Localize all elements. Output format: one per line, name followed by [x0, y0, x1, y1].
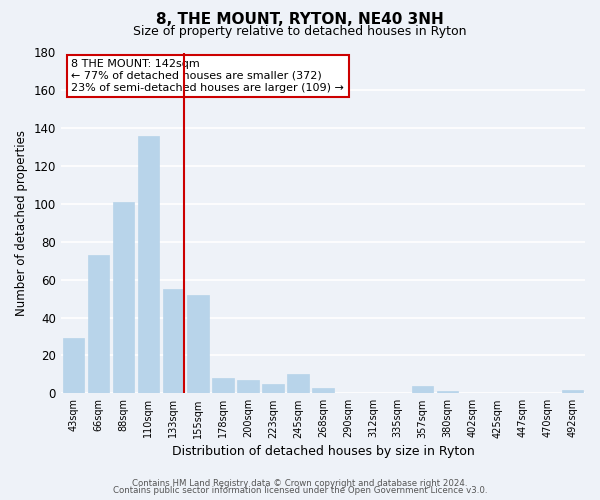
Y-axis label: Number of detached properties: Number of detached properties [15, 130, 28, 316]
Bar [113, 202, 134, 394]
Bar [412, 386, 433, 394]
Text: Contains public sector information licensed under the Open Government Licence v3: Contains public sector information licen… [113, 486, 487, 495]
Bar [163, 289, 184, 394]
Text: 8 THE MOUNT: 142sqm
← 77% of detached houses are smaller (372)
23% of semi-detac: 8 THE MOUNT: 142sqm ← 77% of detached ho… [71, 60, 344, 92]
Text: Contains HM Land Registry data © Crown copyright and database right 2024.: Contains HM Land Registry data © Crown c… [132, 478, 468, 488]
Bar [212, 378, 233, 394]
Text: 8, THE MOUNT, RYTON, NE40 3NH: 8, THE MOUNT, RYTON, NE40 3NH [156, 12, 444, 28]
Bar [262, 384, 284, 394]
Bar [137, 136, 159, 394]
Text: Size of property relative to detached houses in Ryton: Size of property relative to detached ho… [133, 25, 467, 38]
Bar [437, 392, 458, 394]
Bar [287, 374, 308, 394]
Bar [562, 390, 583, 394]
Bar [62, 338, 84, 394]
Bar [187, 295, 209, 394]
X-axis label: Distribution of detached houses by size in Ryton: Distribution of detached houses by size … [172, 444, 474, 458]
Bar [312, 388, 334, 394]
Bar [88, 255, 109, 394]
Bar [238, 380, 259, 394]
